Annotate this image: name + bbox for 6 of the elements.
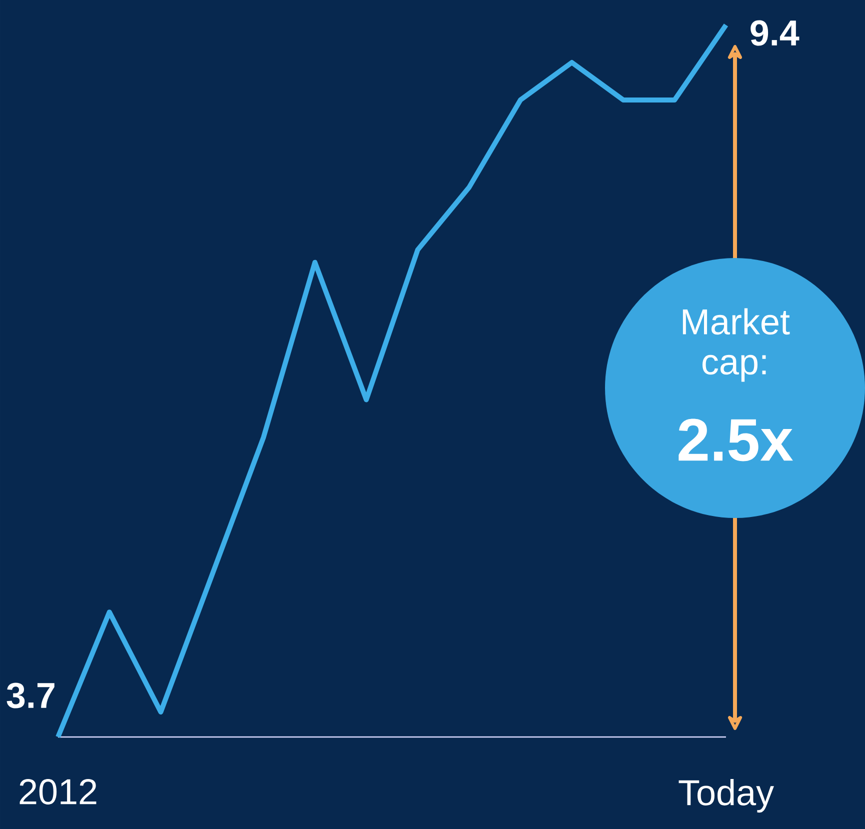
annotation: 2.5x (678, 418, 793, 462)
annotation: Market cap: (682, 308, 790, 382)
x-tick-label: 2012 (20, 779, 96, 805)
data-label: 9.4 (750, 20, 800, 46)
data-label: 3.7 (6, 682, 54, 708)
x-tick-label: Today (678, 779, 774, 813)
